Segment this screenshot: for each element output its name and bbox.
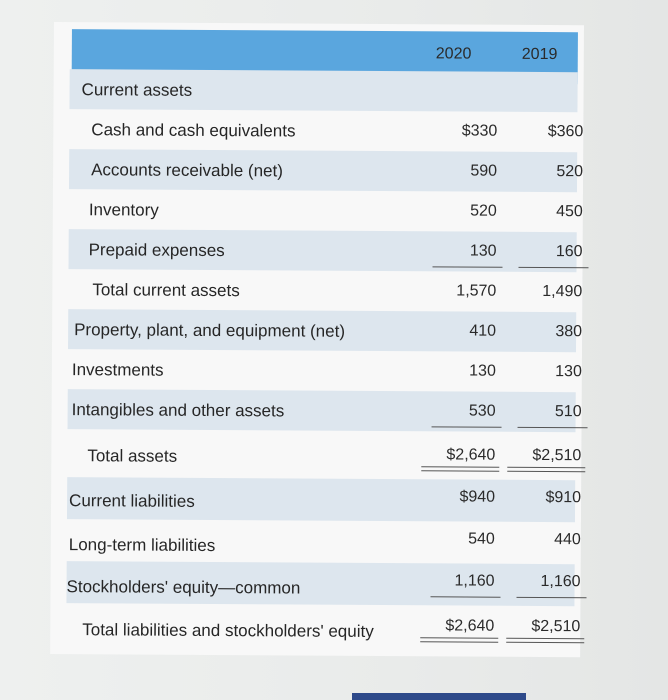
value-2019: $360: [547, 123, 584, 141]
row-label: Total current assets: [92, 280, 240, 301]
value-2020: 590: [470, 162, 498, 180]
value-2020: 130: [469, 362, 496, 380]
table-row: Total liabilities and stockholders' equi…: [66, 603, 580, 654]
value-2020: $940: [459, 488, 496, 506]
row-label: Total liabilities and stockholders' equi…: [82, 620, 374, 641]
table-row: Long-term liabilities 540 440: [67, 519, 581, 564]
value-2019: 160: [513, 243, 583, 261]
table-row: Prepaid expenses 130 160: [68, 229, 583, 273]
value-2020: $330: [461, 122, 498, 140]
value-2019: 450: [556, 203, 583, 221]
value-2020: 1,160: [425, 572, 494, 590]
value-2019: 380: [555, 323, 583, 341]
row-label: Stockholders' equity—common: [66, 577, 301, 598]
value-2019: 510: [512, 403, 582, 421]
table-row: Total current assets 1,570 1,490: [68, 269, 582, 312]
value-2019: 440: [554, 531, 581, 549]
table-row: Stockholders' equity—common 1,160 1,160: [66, 561, 581, 607]
row-label: Total assets: [87, 446, 178, 466]
value-2020: 130: [427, 242, 497, 260]
table-row: Current liabilities $940 $910: [66, 477, 581, 523]
value-2020: 520: [470, 202, 497, 220]
table-row: Investments 130 130: [68, 349, 582, 392]
value-2020: $2,640: [424, 617, 494, 635]
row-label: Long-term liabilities: [68, 535, 216, 555]
table-row: Intangibles and other assets 530 510: [67, 389, 582, 433]
value-2020: 1,570: [456, 282, 497, 300]
value-2020: 410: [469, 322, 497, 340]
row-label: Intangibles and other assets: [71, 400, 285, 421]
table-row: Accounts receivable (net) 590 520: [68, 149, 583, 193]
value-2020: 540: [468, 530, 495, 548]
row-label: Prepaid expenses: [88, 240, 225, 261]
year-2019-header: 2019: [521, 45, 558, 64]
value-2019: 130: [555, 363, 582, 381]
year-2020-header: 2020: [435, 45, 472, 63]
table-row: Property, plant, and equipment (net) 410…: [68, 309, 582, 353]
balance-sheet-table: 2020 2019 Current assets Cash and cash e…: [50, 22, 584, 658]
table-row: Inventory 520 450: [69, 189, 583, 232]
row-label: Investments: [71, 360, 164, 380]
bottom-edge-bar: [352, 693, 526, 700]
value-2020: $2,640: [425, 446, 495, 464]
table-row: Cash and cash equivalents $330 $360: [69, 109, 583, 152]
value-2019: $2,510: [511, 447, 581, 465]
value-2019: 1,490: [542, 282, 583, 301]
row-label: Current assets: [81, 80, 193, 100]
row-label: Inventory: [88, 200, 159, 220]
table-row: Total assets $2,640 $2,510: [67, 433, 581, 480]
table-row: Current assets: [69, 69, 578, 113]
value-2020: 530: [426, 402, 496, 420]
value-2019: 1,160: [511, 573, 580, 591]
value-2019: 520: [556, 163, 584, 181]
row-label: Cash and cash equivalents: [91, 120, 296, 141]
row-label: Current liabilities: [69, 491, 195, 511]
row-label: Property, plant, and equipment (net): [74, 320, 346, 341]
value-2019: $910: [545, 489, 582, 507]
row-label: Accounts receivable (net): [91, 160, 283, 181]
value-2019: $2,510: [510, 618, 580, 636]
